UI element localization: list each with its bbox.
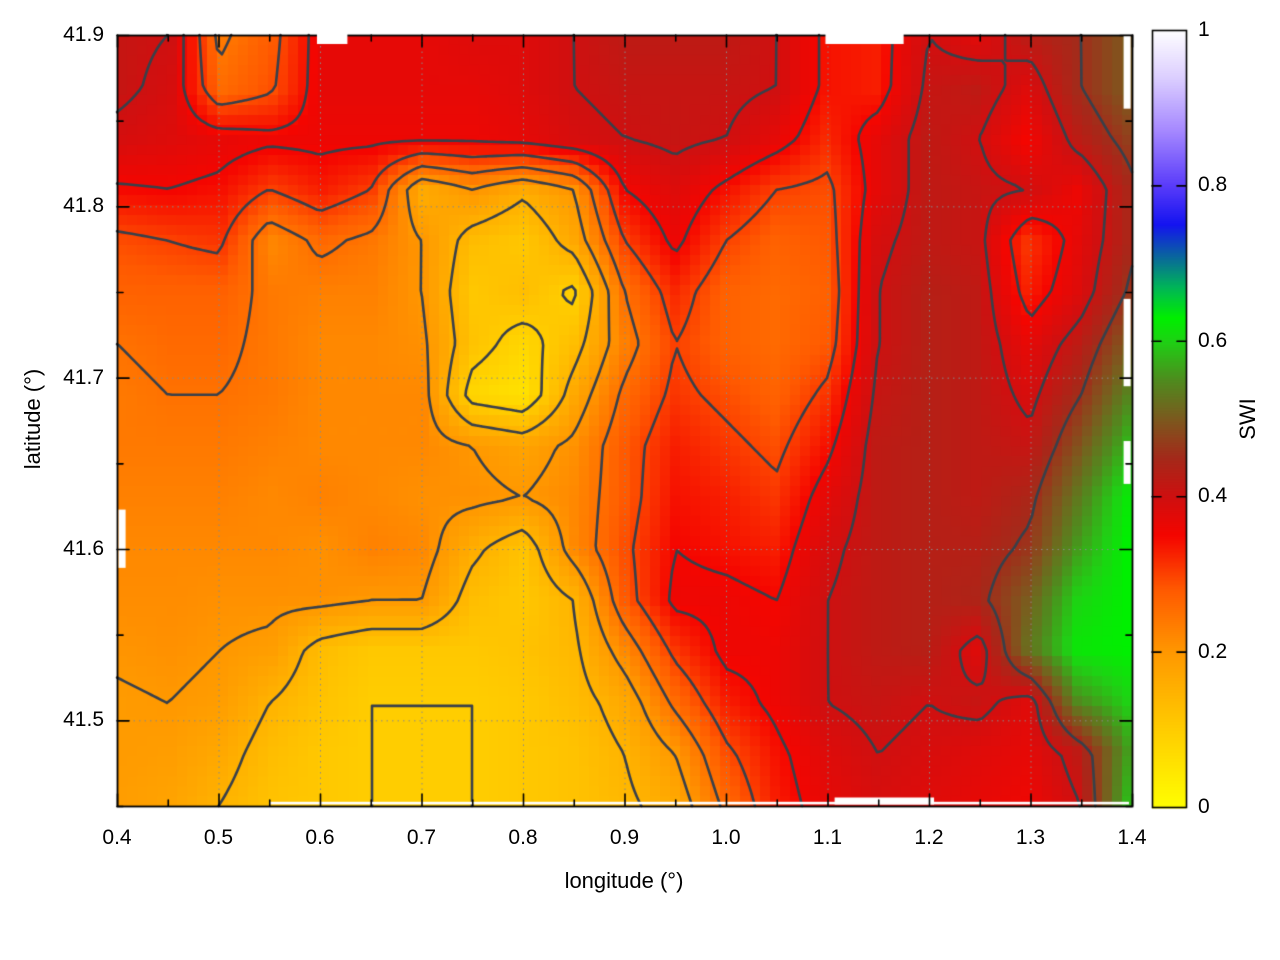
x-tick-label: 0.8 [508,826,538,849]
colorbar-tick-label: 1 [1198,18,1210,41]
x-tick-label: 1.1 [812,826,843,849]
y-axis-title: latitude (°) [20,368,45,470]
y-tick-label: 41.7 [63,365,104,389]
x-tick-label: 0.6 [305,826,335,849]
x-tick-label: 0.4 [102,826,132,849]
colorbar-tick-label: 0 [1198,795,1210,818]
colorbar-tick-label: 0.4 [1198,484,1228,508]
colorbar-tick-label: 0.2 [1198,639,1228,663]
y-tick-label: 41.9 [63,23,104,46]
x-tick-label: 1.3 [1015,826,1046,849]
colorbar-title: SWI [1235,398,1260,440]
x-tick-label: 0.5 [203,826,234,849]
x-tick-label: 1.0 [711,826,741,849]
x-tick-label: 0.9 [609,826,640,849]
y-tick-label: 41.5 [63,708,104,732]
colorbar-tick-label: 0.6 [1198,328,1228,352]
x-tick-label: 0.7 [406,826,437,849]
y-tick-label: 41.8 [63,194,104,218]
x-tick-label: 1.4 [1117,826,1147,849]
x-tick-label: 1.2 [914,826,944,849]
y-tick-label: 41.6 [63,537,104,560]
colorbar-tick-label: 0.8 [1198,173,1228,197]
x-axis-title: longitude (°) [564,868,684,893]
